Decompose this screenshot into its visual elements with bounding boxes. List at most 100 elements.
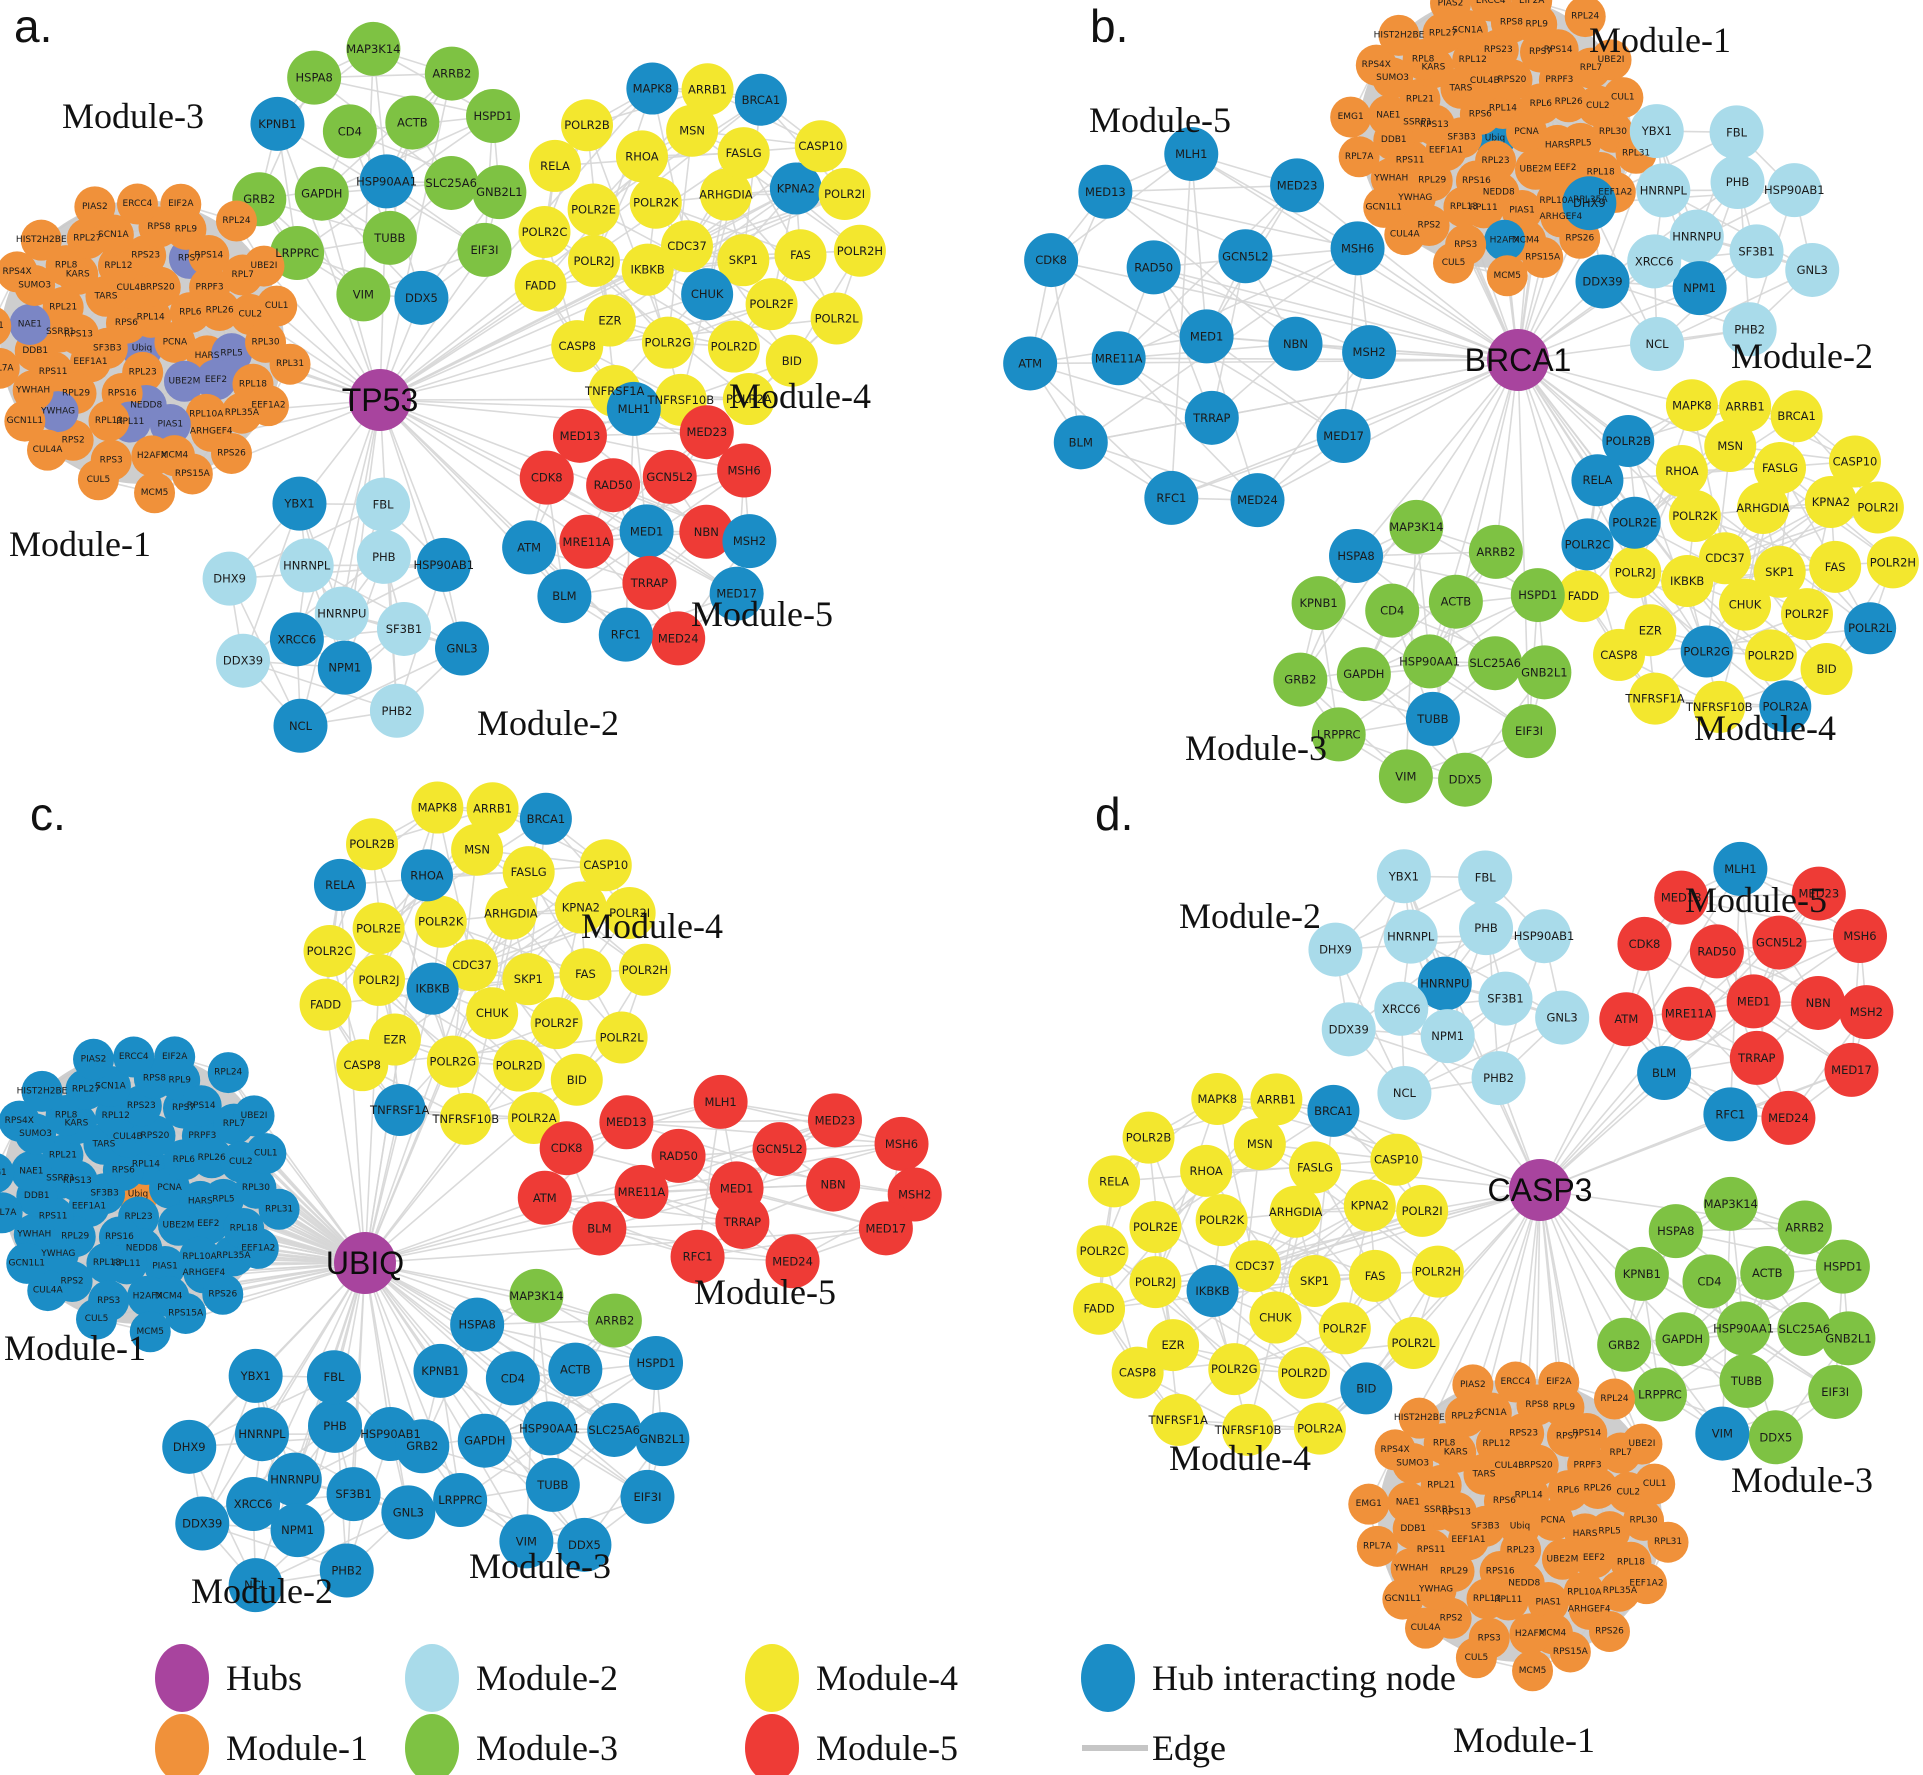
node-TRRAP[interactable] <box>1729 1030 1784 1085</box>
node-POLR2A[interactable] <box>722 373 775 426</box>
node-FADD[interactable] <box>1557 570 1610 623</box>
node-RPL13[interactable] <box>88 400 130 442</box>
node-RPL13[interactable] <box>1466 1578 1508 1620</box>
node-MED17[interactable] <box>858 1201 913 1256</box>
node-CASP10[interactable] <box>794 120 847 173</box>
node-NAE1[interactable] <box>1387 1481 1429 1523</box>
node-GRB2[interactable] <box>1273 652 1328 707</box>
node-YBX1[interactable] <box>1376 849 1431 904</box>
node-GAPDH[interactable] <box>457 1413 512 1468</box>
node-HSP90AB1[interactable] <box>1767 163 1822 218</box>
node-KPNB1[interactable] <box>250 96 305 151</box>
node-MSH2[interactable] <box>1839 985 1894 1040</box>
hub-UBIQ[interactable] <box>334 1232 396 1294</box>
node-RHOA[interactable] <box>615 130 668 183</box>
node-RPL24[interactable] <box>1593 1378 1635 1420</box>
node-RELA[interactable] <box>313 858 366 911</box>
node-RPL24[interactable] <box>1564 0 1606 38</box>
node-MED23[interactable] <box>679 405 734 460</box>
node-CUL1[interactable] <box>245 1133 287 1175</box>
node-CUL5[interactable] <box>76 1298 118 1340</box>
node-MSH2[interactable] <box>722 514 777 569</box>
node-NBN[interactable] <box>1268 316 1323 371</box>
node-MED24[interactable] <box>1761 1090 1816 1145</box>
node-NCL[interactable] <box>1377 1065 1432 1120</box>
node-NBN[interactable] <box>806 1157 861 1212</box>
node-POLR2I[interactable] <box>603 886 656 939</box>
node-MLH1[interactable] <box>693 1074 748 1129</box>
node-XRCC6[interactable] <box>1374 981 1429 1036</box>
node-EIF3I[interactable] <box>1808 1364 1863 1419</box>
node-MRE11A[interactable] <box>1661 986 1716 1041</box>
node-POLR2G[interactable] <box>641 316 694 369</box>
node-POLR2A[interactable] <box>1293 1402 1346 1455</box>
node-POLR2D[interactable] <box>1744 629 1797 682</box>
node-EEF1A2[interactable] <box>237 1227 279 1269</box>
node-POLR2J[interactable] <box>353 953 406 1006</box>
node-KPNA2[interactable] <box>1804 476 1857 529</box>
node-CUL4A[interactable] <box>27 429 69 471</box>
node-UBE2M[interactable] <box>1541 1538 1583 1580</box>
node-POLR2L[interactable] <box>1844 602 1897 655</box>
node-RPS4X[interactable] <box>0 1100 40 1142</box>
node-XRCC6[interactable] <box>226 1477 281 1532</box>
node-MLH1[interactable] <box>606 381 661 436</box>
node-IKBKB[interactable] <box>406 962 459 1015</box>
node-CDK8[interactable] <box>519 450 574 505</box>
node-CD4[interactable] <box>1682 1254 1737 1309</box>
node-MAPK8[interactable] <box>411 781 464 834</box>
node-CASP8[interactable] <box>336 1039 389 1092</box>
node-FADD[interactable] <box>514 259 567 312</box>
node-FADD[interactable] <box>1073 1282 1126 1335</box>
node-RPL7A[interactable] <box>1338 136 1380 178</box>
node-PIAS1[interactable] <box>149 403 191 445</box>
node-VIM[interactable] <box>336 267 391 322</box>
node-BID[interactable] <box>765 334 818 387</box>
node-CDC37[interactable] <box>1699 532 1751 585</box>
node-KPNB1[interactable] <box>1291 576 1346 631</box>
node-TUBB[interactable] <box>362 210 417 265</box>
hub-TP53[interactable] <box>349 369 411 431</box>
node-CASP8[interactable] <box>1593 628 1646 681</box>
node-ATM[interactable] <box>1599 992 1654 1047</box>
node-PIAS2[interactable] <box>73 1038 115 1080</box>
node-ERCC4[interactable] <box>1494 1361 1536 1403</box>
node-SF3B1[interactable] <box>326 1467 381 1522</box>
node-NCL[interactable] <box>1630 317 1685 372</box>
node-GCN5L2[interactable] <box>1752 915 1807 970</box>
node-HIST2H2BE[interactable] <box>1378 14 1420 56</box>
node-PIAS1[interactable] <box>144 1245 186 1287</box>
node-POLR2H[interactable] <box>618 943 671 996</box>
node-RPL13[interactable] <box>86 1242 128 1284</box>
node-CDC37[interactable] <box>446 939 498 992</box>
node-LRPPRC[interactable] <box>1311 707 1366 762</box>
node-CASP10[interactable] <box>1828 435 1881 488</box>
node-RPS4X[interactable] <box>1355 44 1397 86</box>
node-FAS[interactable] <box>774 229 827 282</box>
node-DDX5[interactable] <box>1748 1410 1803 1465</box>
node-EIF3I[interactable] <box>1502 704 1557 759</box>
node-FBL[interactable] <box>356 477 411 532</box>
node-ERCC4[interactable] <box>113 1036 155 1078</box>
node-ACTB[interactable] <box>385 95 440 150</box>
node-NBN[interactable] <box>1791 975 1846 1030</box>
node-MED1[interactable] <box>1179 309 1234 364</box>
node-POLR2L[interactable] <box>1387 1317 1440 1370</box>
node-RPL31[interactable] <box>258 1188 300 1230</box>
node-PIAS1[interactable] <box>1527 1581 1569 1623</box>
node-DHX9[interactable] <box>202 551 257 606</box>
node-EEF2[interactable] <box>1544 147 1586 189</box>
node-DDX5[interactable] <box>394 270 449 325</box>
node-RFC1[interactable] <box>598 607 653 662</box>
node-FASLG[interactable] <box>502 846 555 899</box>
node-MSH6[interactable] <box>717 443 772 498</box>
node-EMG1[interactable] <box>0 1153 15 1194</box>
node-MLH1[interactable] <box>1713 841 1768 896</box>
node-UBE2M[interactable] <box>157 1204 199 1246</box>
node-MSN[interactable] <box>451 823 504 876</box>
node-HSPD1[interactable] <box>466 89 521 144</box>
node-SKP1[interactable] <box>502 953 555 1006</box>
node-DHX9[interactable] <box>1562 176 1617 231</box>
node-SF3B1[interactable] <box>1478 971 1533 1026</box>
node-POLR2K[interactable] <box>414 895 467 948</box>
